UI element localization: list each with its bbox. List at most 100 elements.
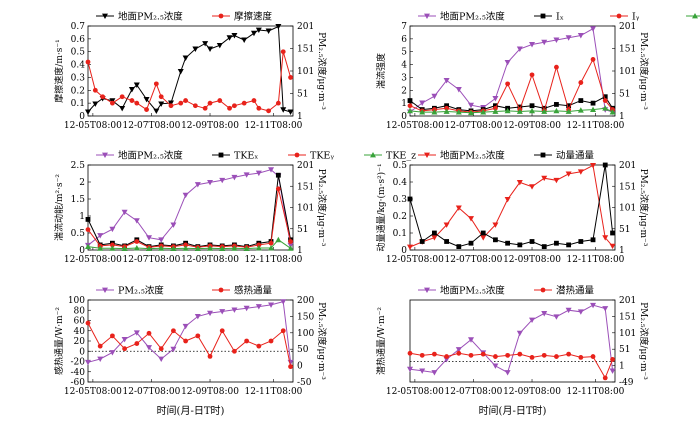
y-tick-label: 0.4	[71, 61, 86, 71]
y2-tick-label: 1	[619, 246, 625, 256]
data-point	[275, 24, 282, 30]
y-axis-label: 湍流动能/m²·s⁻²	[53, 174, 65, 241]
y-tick-label: 60	[74, 317, 86, 327]
y-tick-label: 1	[79, 212, 85, 222]
data-point	[256, 105, 262, 111]
data-point	[577, 107, 584, 113]
data-point	[468, 352, 474, 358]
data-point	[183, 338, 189, 344]
data-point	[146, 245, 153, 252]
y-tick-label: 0.2	[393, 212, 407, 222]
legend-label: 地面PM₂.₅浓度	[440, 285, 505, 297]
data-point	[590, 57, 596, 62]
y-tick-label: 0	[79, 246, 85, 256]
y-tick-label: 20	[74, 337, 86, 347]
legend-label: TKEᵧ	[310, 151, 334, 162]
data-point	[195, 333, 201, 339]
x-tick-label: 12-09T08:00	[181, 121, 239, 131]
legend-marker	[218, 287, 224, 293]
data-point	[444, 239, 450, 244]
data-point	[121, 209, 128, 216]
data-point	[182, 192, 189, 199]
data-point	[480, 351, 486, 357]
data-point	[504, 60, 511, 66]
data-point	[609, 109, 616, 115]
y2-tick-label: 201	[619, 22, 636, 32]
data-point	[207, 180, 214, 186]
data-point	[194, 182, 201, 188]
data-point	[280, 49, 286, 55]
data-point	[407, 244, 413, 251]
data-point	[529, 42, 536, 48]
data-point	[529, 72, 535, 78]
data-point	[109, 350, 116, 356]
x-tick-label: 12-05T08:00	[64, 387, 122, 397]
series-line-1	[87, 169, 292, 246]
data-point	[227, 105, 232, 111]
legend-label: 摩擦速度	[234, 11, 273, 23]
data-point	[456, 350, 462, 356]
data-point	[590, 302, 597, 309]
data-point	[468, 337, 475, 343]
y2-tick-label: 1	[297, 246, 303, 256]
data-point	[182, 55, 189, 61]
y2-tick-label: -50	[297, 378, 312, 388]
y2-axis-label: PM₂.₅浓度/μg·m⁻³	[638, 169, 650, 247]
plot-frame	[87, 299, 294, 383]
data-point	[119, 105, 126, 112]
x-tick-label: 12-05T08:00	[386, 387, 444, 397]
y-tick-label: 2.5	[71, 161, 86, 171]
data-point	[255, 27, 262, 34]
data-point	[255, 304, 262, 310]
data-point	[419, 368, 426, 374]
y2-tick-label: 200	[297, 296, 314, 306]
y-tick-label: 100	[68, 296, 85, 306]
data-point	[602, 375, 608, 381]
data-point	[455, 109, 462, 115]
data-point	[492, 363, 499, 369]
y-tick-label: 0	[401, 112, 407, 122]
data-point	[92, 87, 98, 93]
data-point	[553, 37, 560, 43]
data-point	[85, 359, 91, 366]
data-point	[275, 236, 282, 243]
plot-frame	[409, 25, 616, 117]
data-point	[432, 351, 437, 357]
legend-label: 潜热通量	[556, 285, 595, 297]
data-point	[444, 103, 450, 109]
data-point	[97, 343, 103, 349]
data-point	[578, 239, 584, 244]
data-point	[288, 364, 293, 370]
data-point	[553, 177, 560, 184]
data-point	[110, 242, 115, 248]
data-point	[231, 245, 238, 251]
data-point	[85, 217, 91, 222]
data-point	[250, 30, 257, 37]
x-tick-label: 12-11T08:00	[245, 387, 303, 397]
data-point	[431, 93, 438, 100]
x-tick-label: 12-05T08:00	[386, 121, 444, 131]
data-point	[275, 186, 281, 192]
data-point	[168, 103, 174, 109]
x-tick-label: 12-09T08:00	[181, 387, 239, 397]
y2-tick-label: 51	[619, 345, 630, 355]
data-point	[232, 103, 237, 109]
y2-tick-label: 51	[297, 225, 308, 235]
data-point	[554, 354, 559, 359]
data-point	[275, 100, 281, 106]
data-point	[268, 302, 275, 308]
data-point	[194, 314, 201, 320]
data-point	[407, 103, 413, 109]
y-tick-label: 0	[79, 112, 85, 122]
data-point	[158, 245, 165, 251]
data-point	[455, 347, 462, 353]
data-point	[178, 100, 184, 106]
data-point	[455, 205, 462, 211]
data-point	[493, 237, 498, 243]
x-tick-label: 12-07T08:00	[445, 255, 503, 265]
y-tick-label: 0.5	[71, 229, 86, 239]
data-point	[192, 103, 198, 109]
data-point	[128, 87, 135, 93]
data-point	[232, 348, 237, 354]
